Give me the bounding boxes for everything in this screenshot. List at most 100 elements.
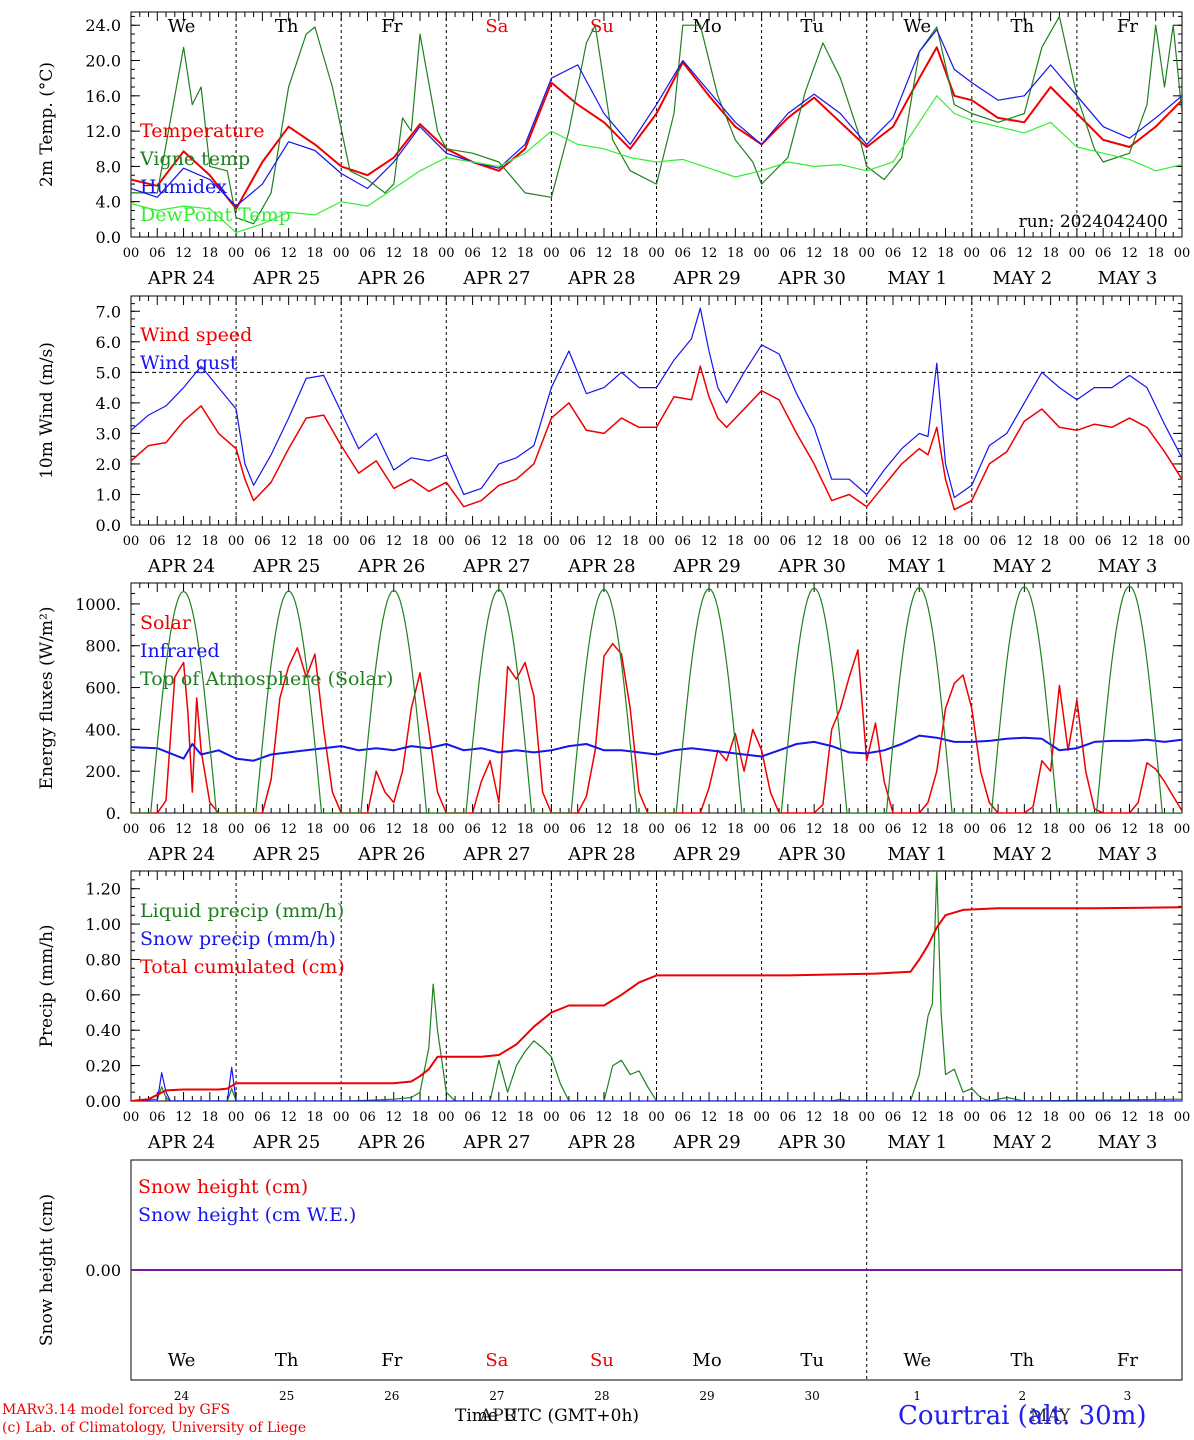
hour-label: 06 [359, 534, 376, 549]
y-tick-label: 1000. [75, 595, 121, 614]
hour-label: 18 [727, 534, 744, 549]
y-axis-label: Snow height (cm) [37, 1194, 57, 1346]
date-label: APR 24 [147, 268, 215, 289]
date-label: APR 29 [672, 268, 740, 289]
hour-label: 00 [1069, 1110, 1086, 1125]
legend-entry: Vigne temp [139, 148, 250, 170]
hour-label: 06 [1095, 1110, 1112, 1125]
hour-label: 00 [228, 246, 245, 261]
y-tick-label: 1.20 [85, 880, 121, 899]
date-label: APR 24 [147, 1132, 215, 1153]
hour-label: 06 [149, 246, 166, 261]
hour-label: 06 [569, 534, 586, 549]
y-tick-label: 7.0 [96, 302, 121, 321]
legend-entry: Snow precip (mm/h) [140, 928, 336, 950]
hour-label: 18 [202, 534, 219, 549]
day-of-week-label: Th [1011, 1350, 1035, 1371]
series-line [131, 642, 1182, 813]
date-label: APR 28 [567, 844, 635, 865]
hour-label: 00 [438, 1110, 455, 1125]
series-group [131, 871, 1182, 1101]
hour-label: 18 [1147, 1110, 1164, 1125]
hour-label: 18 [307, 246, 324, 261]
hour-label: 12 [1016, 246, 1033, 261]
legend-entry: Temperature [140, 120, 264, 142]
hour-label: 12 [596, 822, 613, 837]
hour-label: 06 [569, 246, 586, 261]
hour-label: 18 [832, 246, 849, 261]
hour-label: 00 [858, 822, 875, 837]
hour-label: 00 [858, 1110, 875, 1125]
y-tick-label: 0.80 [85, 950, 121, 969]
day-of-week-label: Fr [381, 16, 402, 37]
hour-label: 00 [228, 534, 245, 549]
series-line [131, 585, 1182, 813]
hour-label: 12 [175, 246, 192, 261]
hour-label: 18 [307, 1110, 324, 1125]
hour-label: 12 [1121, 534, 1138, 549]
hour-label: 00 [123, 822, 140, 837]
hour-label: 12 [911, 534, 928, 549]
day-of-week-label: Tu [800, 16, 824, 37]
hour-label: 12 [175, 822, 192, 837]
series-line [131, 29, 1182, 207]
date-label: APR 25 [252, 556, 320, 577]
day-of-week-label: Fr [1117, 1350, 1138, 1371]
hour-label: 18 [937, 1110, 954, 1125]
hour-label: 00 [753, 246, 770, 261]
hour-label: 00 [753, 822, 770, 837]
hour-label: 00 [858, 534, 875, 549]
hour-label: 00 [648, 822, 665, 837]
date-label: APR 27 [462, 1132, 530, 1153]
hour-label: 12 [385, 1110, 402, 1125]
day-number-label: 28 [594, 1389, 609, 1403]
date-label: APR 27 [462, 268, 530, 289]
hour-label: 00 [333, 1110, 350, 1125]
hour-label: 18 [1042, 246, 1059, 261]
hour-label: 00 [123, 534, 140, 549]
hour-label: 12 [701, 246, 718, 261]
y-tick-label: 8.0 [96, 157, 121, 176]
hour-label: 00 [648, 1110, 665, 1125]
y-tick-label: 2.0 [96, 455, 121, 474]
hour-label: 12 [175, 534, 192, 549]
y-tick-label: 0.0 [96, 516, 121, 535]
date-label: APR 30 [778, 268, 846, 289]
date-label: MAY 2 [992, 556, 1052, 577]
hour-label: 12 [806, 822, 823, 837]
hour-label: 06 [464, 246, 481, 261]
hour-label: 06 [359, 1110, 376, 1125]
hour-label: 18 [937, 246, 954, 261]
hour-label: 00 [1069, 246, 1086, 261]
panel-4: 0.00 0.20 0.40 0.60 0.80 1.00 1.20 Precip (mm/h… [37, 870, 1190, 1153]
series-group [131, 585, 1182, 813]
hour-label: 12 [596, 246, 613, 261]
y-tick-label: 4.0 [96, 193, 121, 212]
date-label: APR 29 [672, 844, 740, 865]
y-tick-label: 0. [106, 804, 121, 823]
hour-label: 00 [123, 1110, 140, 1125]
hour-label: 06 [675, 534, 692, 549]
legend-entry: Total cumulated (cm) [140, 956, 345, 978]
hour-label: 18 [622, 246, 639, 261]
hour-label: 18 [202, 246, 219, 261]
hour-label: 06 [149, 822, 166, 837]
y-tick-label: 1.0 [96, 485, 121, 504]
run-label: run: 2024042400 [1019, 212, 1168, 232]
hour-label: 18 [307, 822, 324, 837]
hour-label: 00 [964, 1110, 981, 1125]
hour-label: 12 [806, 1110, 823, 1125]
date-label: MAY 2 [992, 268, 1052, 289]
y-axis-label: Energy fluxes (W/m²) [37, 607, 57, 790]
hour-label: 06 [569, 822, 586, 837]
series-line [131, 46, 1182, 210]
date-label: APR 30 [778, 1132, 846, 1153]
y-tick-label: 0.60 [85, 986, 121, 1005]
hour-label: 06 [149, 1110, 166, 1125]
hour-label: 18 [727, 246, 744, 261]
month-label-may: MAY [1030, 1406, 1071, 1426]
hour-label: 06 [254, 246, 271, 261]
day-number-label: 30 [805, 1389, 820, 1403]
y-tick-label: 200. [85, 762, 121, 781]
date-label: APR 24 [147, 556, 215, 577]
